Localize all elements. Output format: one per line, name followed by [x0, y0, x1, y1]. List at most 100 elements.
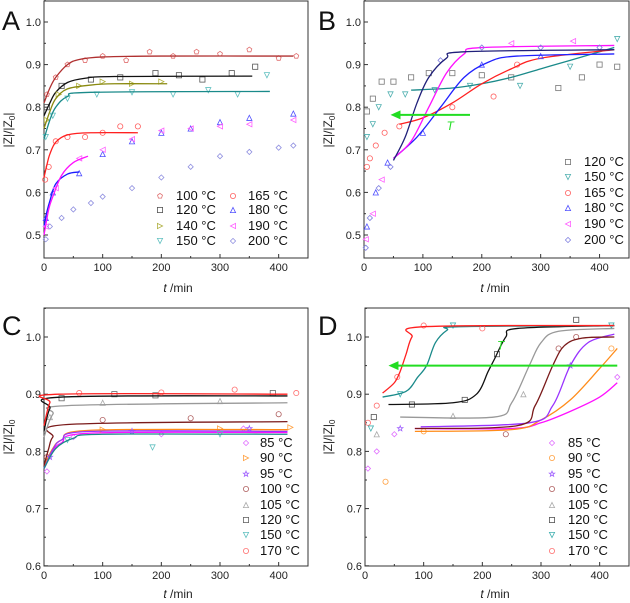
fit-line: [43, 75, 253, 116]
data-point: [596, 61, 603, 68]
series-140C: [43, 78, 168, 129]
plot-frame: [43, 0, 309, 259]
data-point: [70, 206, 77, 213]
legend-label: 200 °C: [248, 233, 288, 248]
y-tick-label: 0.7: [346, 145, 361, 157]
data-point: [228, 70, 235, 77]
data-point: [578, 74, 585, 81]
legend-marker: [549, 517, 556, 524]
data-point: [128, 135, 136, 143]
fit-line: [38, 392, 288, 426]
legend-item: 120 °C: [156, 202, 216, 217]
series-105C: [43, 397, 288, 438]
data-point: [420, 322, 427, 329]
legend-marker: [565, 189, 572, 196]
fit-line: [43, 83, 168, 129]
data-point: [378, 78, 385, 85]
data-point: [362, 244, 369, 251]
data-point: [364, 465, 372, 472]
fit-line: [414, 382, 618, 430]
fit-line: [414, 348, 618, 433]
y-tick-label: 0.7: [347, 504, 362, 516]
plot-frame: [363, 0, 630, 259]
fit-line: [393, 53, 615, 159]
y-tick-label: 0.7: [26, 145, 41, 157]
legend-label: 85 °C: [568, 435, 601, 450]
y-tick-label: 0.8: [346, 102, 361, 114]
x-axis-label-var: t: [163, 281, 167, 295]
y-axis-label: |Z|/|Z0|: [1, 113, 17, 148]
data-point: [246, 46, 253, 53]
data-point: [117, 74, 124, 81]
legend-label: 120 °C: [568, 512, 608, 527]
fit-line: [43, 421, 288, 466]
data-point: [269, 390, 276, 397]
data-point: [58, 82, 65, 89]
plot-frame: [364, 307, 630, 567]
legend-marker: [242, 439, 250, 447]
x-axis-label-unit: /min: [167, 281, 193, 295]
data-point: [378, 176, 385, 183]
data-point: [490, 93, 497, 100]
data-point: [252, 63, 259, 70]
data-point: [363, 222, 371, 230]
data-point: [158, 174, 165, 181]
fit-line: [400, 327, 615, 419]
x-axis-label: t /min: [163, 587, 192, 601]
arrow-head: [390, 110, 401, 120]
y-axis-label-sub: 0: [328, 115, 337, 120]
fit-line: [40, 395, 288, 432]
series-120C: [363, 61, 621, 115]
data-point: [293, 390, 300, 397]
legend-marker: [242, 548, 249, 555]
legend-label: 105 °C: [260, 497, 300, 512]
data-point: [245, 120, 253, 128]
data-point: [363, 163, 370, 170]
legend-item: 170 °C: [242, 543, 300, 558]
y-axis-label-main: |Z|/|Z: [321, 120, 335, 147]
legend-item: 180 °C: [564, 200, 624, 215]
panel-letter: B: [318, 6, 336, 36]
legend-item: 100 °C: [157, 188, 216, 203]
y-tick-label: 0.8: [347, 446, 362, 458]
data-point: [99, 146, 106, 154]
data-point: [275, 144, 282, 151]
legend-item: 90 °C: [549, 450, 601, 465]
legend-item: 165 °C: [565, 185, 624, 200]
data-point: [362, 236, 369, 243]
data-point: [382, 478, 389, 485]
data-point: [384, 159, 391, 166]
legend-label: 100 °C: [260, 481, 300, 496]
data-point: [169, 91, 177, 98]
data-point: [293, 52, 300, 59]
arrow-label: T: [497, 339, 506, 353]
x-tick-label: 200: [152, 262, 170, 274]
legend-label: 85 °C: [260, 435, 293, 450]
y-tick-label: 1.0: [347, 332, 362, 344]
legend-marker: [564, 220, 571, 228]
legend-marker: [565, 158, 572, 165]
y-tick-label: 0.6: [26, 187, 41, 199]
panel-letter: C: [2, 311, 22, 341]
data-point: [158, 78, 165, 85]
y-tick-label: 0.6: [346, 187, 361, 199]
legend-marker: [229, 206, 237, 214]
data-point: [187, 125, 194, 132]
legend-marker: [548, 439, 556, 447]
data-point: [394, 374, 401, 381]
y-tick-label: 1.0: [346, 17, 361, 29]
x-tick-label: 200: [473, 570, 491, 582]
data-point: [158, 389, 165, 396]
x-tick-label: 300: [211, 570, 229, 582]
legend-marker: [548, 532, 556, 539]
legend-item: 90 °C: [242, 450, 293, 465]
x-tick-label: 0: [362, 570, 368, 582]
x-tick-label: 200: [473, 262, 491, 274]
legend-item: 105 °C: [242, 497, 300, 512]
data-point: [231, 386, 238, 393]
fit-line: [382, 324, 615, 398]
data-point: [290, 110, 297, 117]
legend-item: 200 °C: [229, 233, 288, 248]
legend-label: 95 °C: [260, 466, 293, 481]
